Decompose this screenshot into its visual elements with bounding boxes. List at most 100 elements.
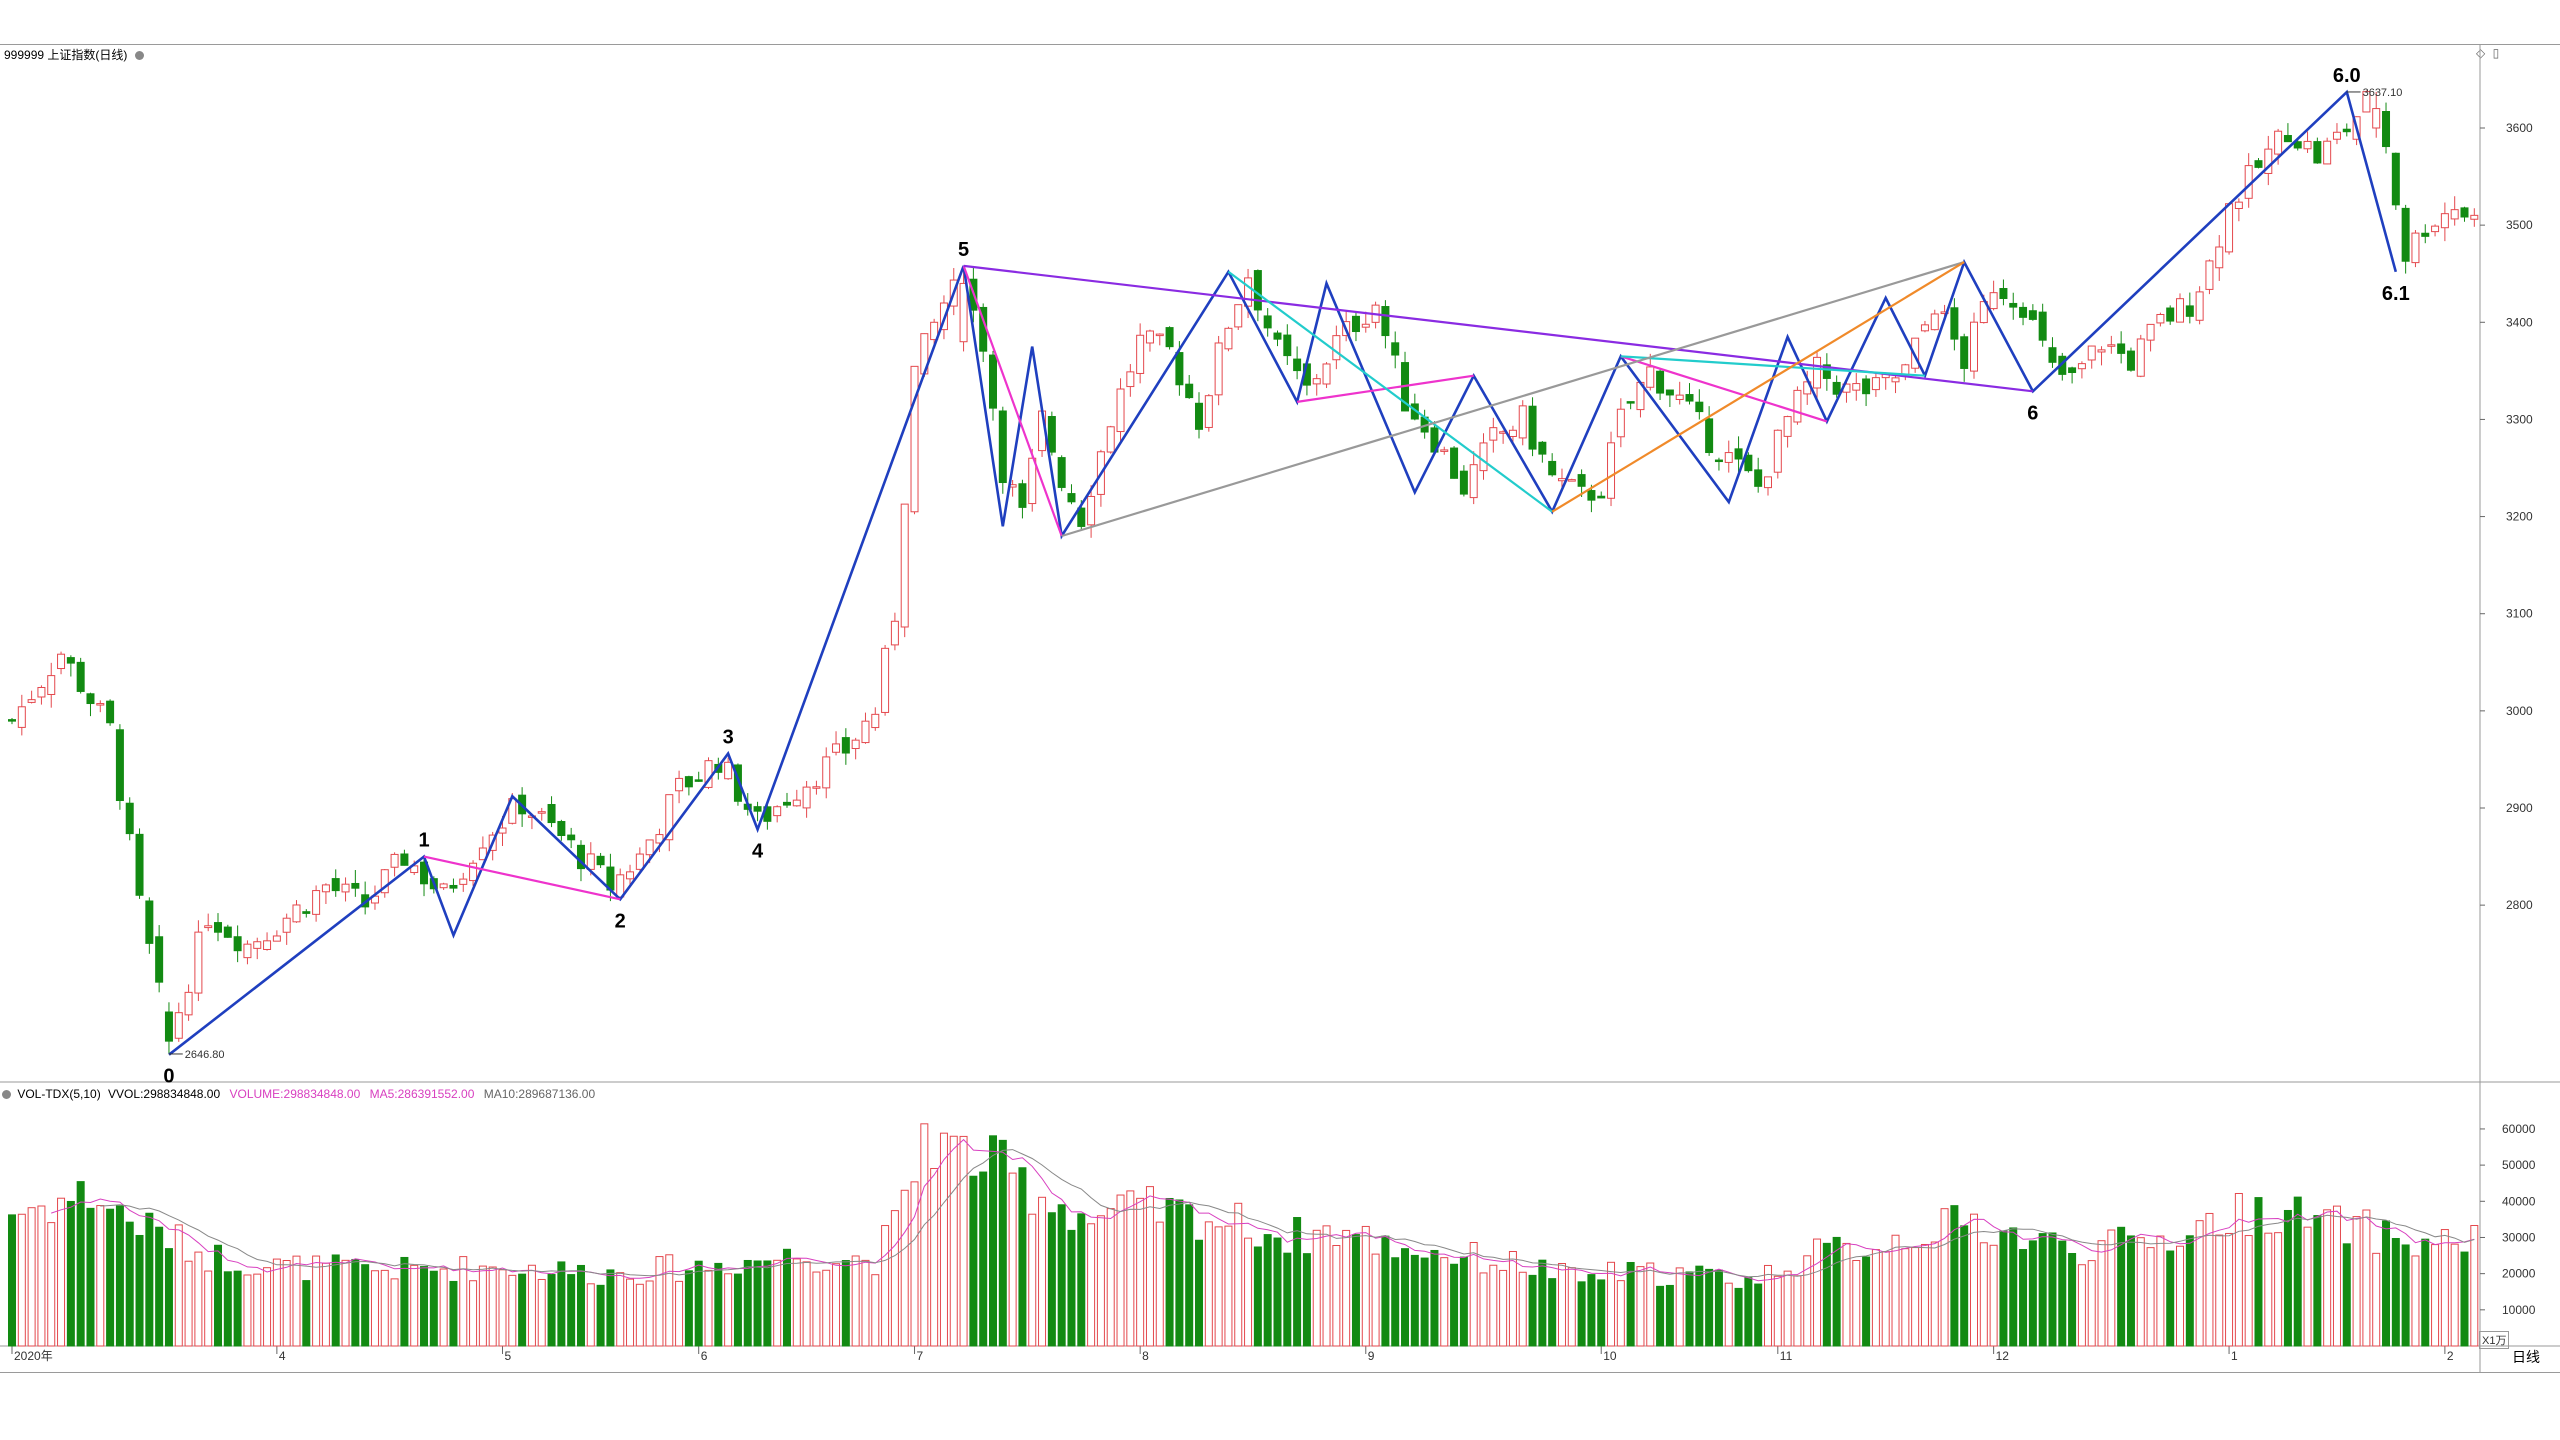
volume-bar: [331, 1254, 340, 1347]
candle-body: [76, 661, 85, 692]
volume-bar: [606, 1269, 615, 1347]
volume-bar: [1136, 1197, 1145, 1347]
candle-body: [753, 806, 762, 812]
volume-bar: [743, 1259, 752, 1347]
candle-body: [1930, 313, 1939, 331]
candle-body: [351, 882, 360, 889]
candle-body: [2205, 260, 2214, 290]
wave-label: 1: [418, 830, 429, 852]
candle-body: [1479, 442, 1488, 472]
volume-bar: [1646, 1262, 1655, 1347]
volume-bar: [871, 1274, 880, 1347]
unit-button[interactable]: X1万: [2479, 1331, 2510, 1349]
candle-body: [8, 719, 16, 722]
price-tick-label: 3000: [2506, 704, 2533, 718]
candle-body: [861, 720, 870, 744]
volume-bar: [1008, 1172, 1017, 1347]
price-tick-label: 3100: [2506, 607, 2533, 621]
volume-bar: [1763, 1264, 1772, 1347]
volume-bar: [567, 1274, 576, 1347]
volume-bar: [586, 1283, 595, 1347]
candle-body: [1126, 371, 1135, 388]
candle-body: [1675, 394, 1684, 400]
volume-bar: [1038, 1196, 1047, 1347]
panel-icon[interactable]: ▯: [2492, 46, 2500, 60]
volume-bar: [2342, 1243, 2351, 1347]
volume-bar: [773, 1259, 782, 1347]
candle-body: [1567, 479, 1576, 482]
volume-bar: [822, 1269, 831, 1347]
candle-body: [1685, 394, 1694, 402]
volume-bar: [469, 1280, 478, 1347]
price-tick-label: 2900: [2506, 801, 2533, 815]
candle-body: [1106, 426, 1115, 453]
volume-bar: [115, 1205, 124, 1347]
title-dropdown-icon[interactable]: [134, 51, 144, 61]
candle-body: [1871, 377, 1880, 391]
volume-bar: [1018, 1167, 1027, 1347]
volume-bar: [1636, 1266, 1645, 1347]
candle-body: [1332, 335, 1341, 361]
candle-body: [400, 853, 409, 866]
volume-bar: [851, 1255, 860, 1347]
volume-bar: [753, 1260, 762, 1347]
candle-body: [174, 1012, 183, 1039]
candle-body: [900, 503, 909, 628]
candle-body: [164, 1011, 173, 1042]
volume-bar: [1548, 1278, 1557, 1347]
volume-bar: [2303, 1226, 2312, 1347]
volume-bar: [1783, 1270, 1792, 1347]
candle-body: [194, 931, 203, 994]
volume-bar: [488, 1266, 497, 1347]
volume-bar: [1665, 1284, 1674, 1347]
candle-body: [1528, 405, 1537, 450]
diamond-icon[interactable]: ◇: [2476, 46, 2486, 60]
volume-bar: [704, 1269, 713, 1347]
candle-body: [1646, 366, 1655, 388]
volume-bar: [1862, 1256, 1871, 1347]
candle-body: [881, 647, 890, 713]
volume-bar: [2215, 1234, 2224, 1347]
candle-body: [47, 675, 56, 695]
ma5-value: 286391552.00: [397, 1087, 475, 1101]
candle-body: [802, 786, 811, 809]
price-tick-label: 3600: [2506, 121, 2533, 135]
candle-body: [420, 861, 429, 885]
volume-bar: [1881, 1251, 1890, 1347]
volume-bar: [1724, 1282, 1733, 1347]
volume-bar: [263, 1267, 272, 1347]
volume-bar: [1430, 1249, 1439, 1347]
volume-bar: [400, 1256, 409, 1347]
volume-bar: [351, 1258, 360, 1347]
volume-bar: [890, 1210, 899, 1347]
volume-bar: [920, 1123, 929, 1347]
volume-settings-icon[interactable]: [2, 1090, 11, 1100]
candle-body: [989, 354, 997, 409]
volume-bar: [1871, 1249, 1880, 1347]
volume-bar: [145, 1212, 154, 1347]
volume-bar: [2401, 1244, 2410, 1347]
volume-bar: [684, 1270, 693, 1347]
volume-bar: [2421, 1238, 2430, 1347]
volume-bar: [302, 1280, 311, 1347]
volume-bar: [57, 1197, 66, 1347]
candle-body: [1508, 429, 1517, 437]
candle-body: [832, 743, 841, 753]
volume-bar: [1224, 1225, 1233, 1347]
period-button[interactable]: 日线: [2512, 1349, 2540, 1365]
volume-bar: [1440, 1257, 1449, 1347]
candle-body: [626, 871, 635, 880]
candle-body: [890, 620, 899, 646]
volume-bar: [2431, 1244, 2440, 1347]
volume-tick-label: 10000: [2502, 1303, 2536, 1317]
wave-line: [168, 89, 2398, 1056]
candle-body: [2225, 203, 2234, 253]
volume-bar: [2225, 1232, 2234, 1347]
volume-bar: [910, 1181, 919, 1347]
candle-body: [1253, 270, 1262, 311]
candle-body: [439, 883, 448, 889]
candle-body: [586, 853, 595, 870]
volume-bar: [812, 1271, 821, 1347]
volume-bar: [312, 1255, 321, 1347]
